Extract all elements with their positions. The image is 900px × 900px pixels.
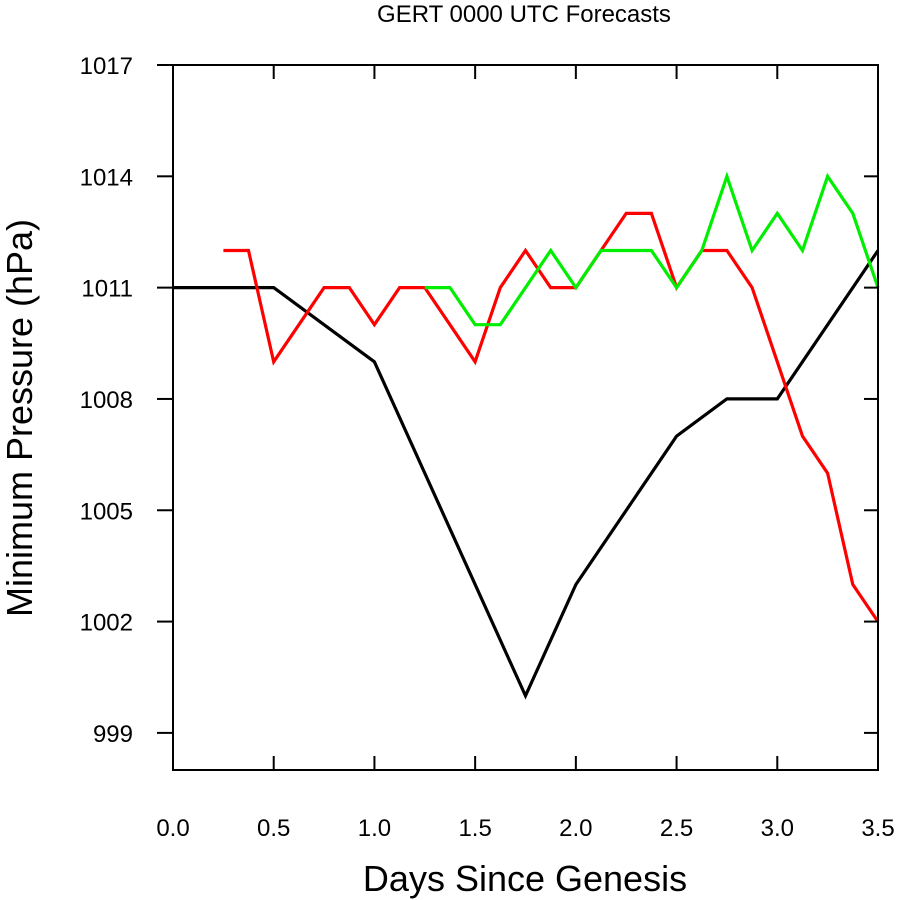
x-tick-label: 0.5 [257, 815, 290, 842]
x-tick-label: 2.5 [660, 815, 693, 842]
x-tick-label: 3.5 [861, 815, 894, 842]
y-tick-label: 1008 [80, 387, 133, 414]
x-axis-label: Days Since Genesis [363, 858, 687, 899]
plot-frame [172, 64, 879, 771]
x-tick-label: 0.0 [156, 815, 189, 842]
y-tick-label: 1011 [81, 276, 133, 303]
x-tick-label: 2.0 [559, 815, 592, 842]
series-line-2 [223, 211, 880, 623]
y-tick-label: 1005 [80, 498, 133, 525]
x-tick-label: 1.0 [358, 815, 391, 842]
chart-title: GERT 0000 UTC Forecasts [377, 1, 671, 28]
series-line-3 [424, 171, 880, 327]
y-tick-label: 1014 [80, 164, 133, 191]
y-tick-label: 999 [93, 721, 133, 748]
series-line-1 [173, 249, 880, 700]
y-tick-label: 1017 [80, 53, 133, 80]
y-axis-label: Minimum Pressure (hPa) [0, 219, 40, 617]
x-tick-label: 3.0 [761, 815, 794, 842]
ticks-layer: 0.0 0.5 1.0 1.5 2.0 2.5 3.0 3.5 999 1002 1005 1008 1… [80, 53, 895, 842]
series-layer [173, 171, 880, 700]
y-tick-label: 1002 [80, 610, 133, 637]
x-tick-label: 1.5 [458, 815, 491, 842]
